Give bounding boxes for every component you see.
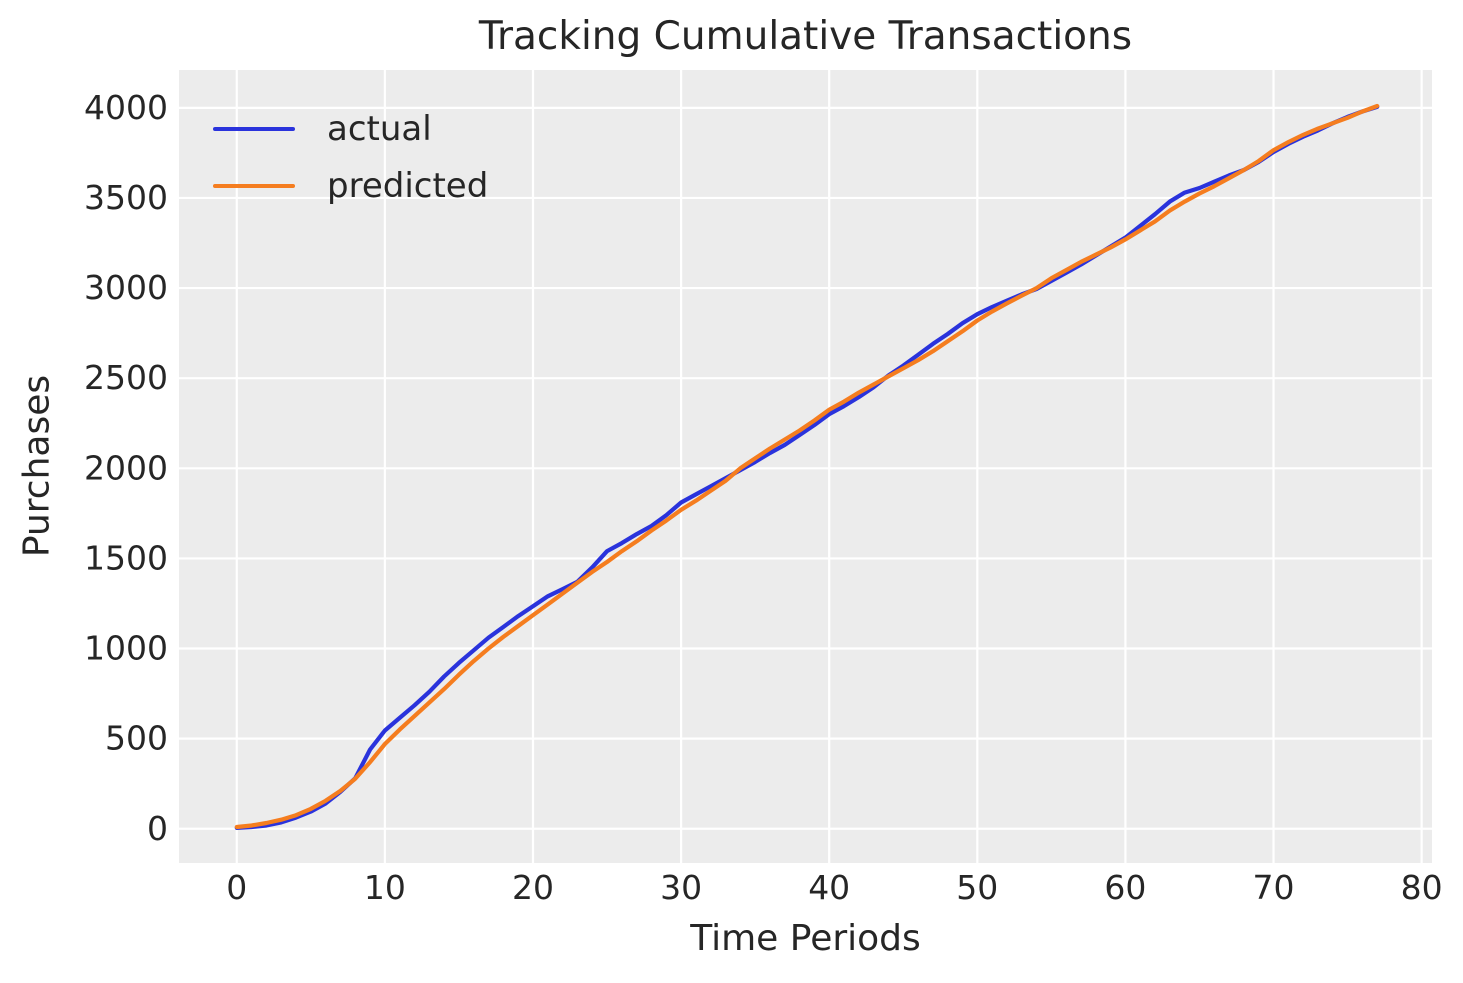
x-axis-label: Time Periods	[690, 918, 921, 959]
y-tick-label: 1500	[84, 538, 168, 577]
x-tick-label: 20	[512, 868, 554, 907]
x-tick-label: 0	[226, 868, 247, 907]
x-tick-label: 70	[1253, 868, 1295, 907]
y-tick-label: 2500	[84, 358, 168, 397]
predicted-line	[234, 103, 1380, 830]
y-tick-label: 4000	[84, 88, 168, 127]
y-tick-label: 500	[105, 719, 168, 758]
predicted-line-swatch	[213, 183, 295, 188]
legend-label-actual: actual	[327, 108, 432, 149]
x-tick-label: 30	[660, 868, 702, 907]
y-tick-label: 0	[147, 809, 168, 848]
actual-line	[234, 104, 1380, 830]
y-tick-label: 2000	[84, 448, 168, 487]
y-tick-label: 3500	[84, 178, 168, 217]
x-tick-label: 10	[364, 868, 406, 907]
x-tick-label: 40	[808, 868, 850, 907]
legend-item-actual: actual	[213, 100, 488, 157]
y-tick-label: 1000	[84, 629, 168, 668]
plot-area	[179, 70, 1432, 863]
legend: actual predicted	[213, 100, 488, 214]
chart-title: Tracking Cumulative Transactions	[478, 14, 1133, 59]
x-tick-label: 60	[1104, 868, 1146, 907]
x-tick-label: 80	[1401, 868, 1443, 907]
actual-line-swatch	[213, 126, 295, 131]
y-axis-label: Purchases	[16, 374, 58, 558]
legend-label-predicted: predicted	[327, 165, 489, 206]
legend-item-predicted: predicted	[213, 157, 488, 214]
y-tick-label: 3000	[84, 268, 168, 307]
x-tick-label: 50	[956, 868, 998, 907]
